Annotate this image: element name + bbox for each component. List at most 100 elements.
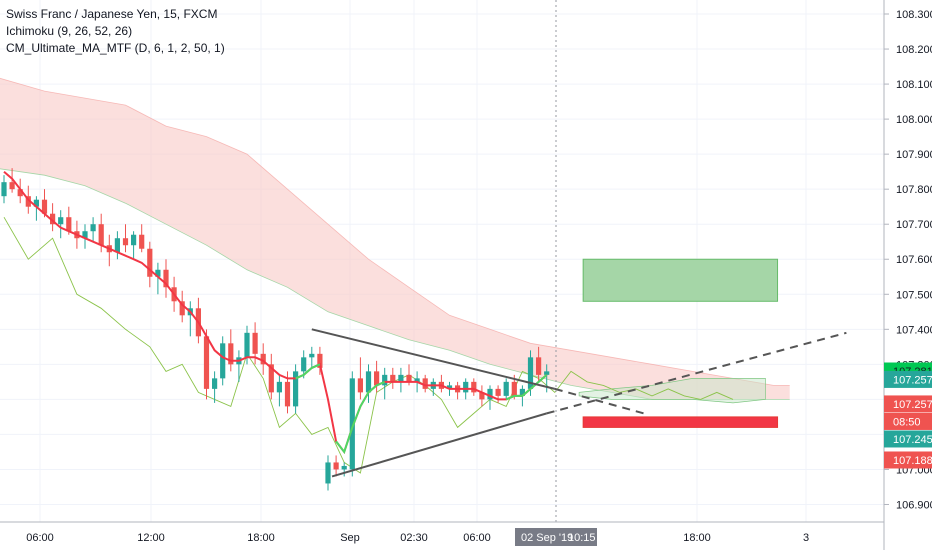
candle-body (284, 381, 291, 407)
candle (365, 364, 372, 403)
legend-ichimoku[interactable]: Ichimoku (9, 26, 52, 26) (6, 24, 133, 38)
price-tick-label: 108.000 (896, 114, 932, 126)
ma-line-up (295, 363, 321, 380)
candle (438, 374, 444, 393)
trendlines[interactable] (311, 328, 847, 478)
candle (479, 385, 485, 407)
time-tick-label: Sep (340, 532, 360, 544)
candle (260, 343, 266, 375)
candle (212, 371, 218, 403)
candle-body (212, 378, 218, 389)
crosshair-time-value: 10:15 (568, 532, 596, 544)
candle-body (536, 357, 542, 375)
candle (163, 259, 169, 298)
candle-body (260, 353, 266, 365)
candle (50, 203, 56, 232)
candle-body (357, 378, 363, 393)
trendline-projection[interactable] (546, 331, 847, 415)
candle-body (341, 465, 347, 470)
crosshair-time-label: 02 Sep '19 (521, 532, 573, 544)
ma-line-up (335, 380, 386, 455)
candle (236, 350, 242, 382)
candle-body (9, 182, 15, 190)
candle-body (544, 371, 550, 375)
candle-body (479, 392, 485, 400)
price-badge (884, 370, 932, 388)
candle (341, 462, 347, 477)
time-tick-label: 3 (803, 532, 809, 544)
candle (17, 178, 23, 204)
price-badge (884, 430, 932, 448)
price-tick-label: 106.900 (896, 499, 932, 511)
price-tick-label: 107.900 (896, 149, 932, 161)
legend-ma[interactable]: CM_Ultimate_MA_MTF (D, 6, 1, 2, 50, 1) (6, 41, 225, 55)
candle-body (487, 388, 493, 400)
candle-body (244, 332, 250, 358)
candle-body (511, 381, 517, 396)
candle (382, 367, 388, 400)
candle (66, 206, 72, 235)
take-profit-box[interactable] (582, 258, 779, 302)
candle (58, 210, 64, 239)
candle (122, 224, 129, 253)
time-tick-label: 12:00 (137, 532, 165, 544)
candle-body (82, 231, 88, 239)
position-boxes[interactable] (582, 258, 779, 428)
candle-body (1, 182, 7, 197)
candle-body (446, 385, 453, 389)
candle (33, 196, 39, 221)
price-tick-label: 107.700 (896, 219, 932, 231)
trendline[interactable] (331, 412, 547, 478)
candle-body (50, 213, 56, 225)
candle-body (325, 462, 331, 484)
price-badge (884, 451, 932, 469)
trendline[interactable] (311, 328, 556, 390)
candle (471, 378, 477, 396)
candle (487, 385, 493, 410)
candle-body (139, 234, 145, 249)
candle-body (41, 199, 48, 214)
candle-body (90, 224, 96, 232)
cloud-bearish (0, 78, 790, 400)
candle-body (398, 374, 404, 382)
candle-body (495, 388, 501, 396)
candle-body (422, 378, 428, 389)
candle-body (228, 343, 234, 365)
candle-body (293, 371, 299, 407)
time-tick-label: 18:00 (683, 532, 711, 544)
legend-symbol[interactable]: Swiss Franc / Japanese Yen, 15, FXCM (6, 7, 218, 21)
candle-body (471, 381, 477, 393)
time-tick-label: 06:00 (463, 532, 491, 544)
candle-body (163, 269, 169, 288)
candle-body (414, 378, 420, 382)
stop-loss-box[interactable] (582, 416, 779, 428)
candle (390, 367, 396, 389)
candle-body (365, 371, 372, 393)
trendline-projection[interactable] (554, 387, 645, 415)
candle-body (122, 238, 129, 246)
legend: Swiss Franc / Japanese Yen, 15, FXCM Ich… (6, 6, 225, 57)
candle-body (25, 196, 31, 207)
candle (82, 224, 88, 249)
cloud-span-a (0, 77, 790, 386)
candle-body (203, 336, 210, 389)
candle-body (333, 462, 339, 470)
candle (187, 301, 193, 337)
candle-body (382, 374, 388, 386)
time-tick-label: 02:30 (400, 532, 428, 544)
time-tick-label: 06:00 (26, 532, 54, 544)
candle-body (503, 381, 509, 396)
price-badge-label: 08:50 (893, 416, 921, 428)
price-tick-label: 107.500 (896, 289, 932, 301)
candle (374, 360, 380, 393)
ma-line (3, 170, 548, 455)
candle (114, 231, 120, 260)
ma-line-up (505, 374, 548, 401)
candle (536, 346, 542, 382)
candle-body (252, 332, 258, 354)
time-tick-label: 18:00 (247, 532, 275, 544)
price-tick-label: 107.400 (896, 324, 932, 336)
candle-body (147, 248, 153, 277)
